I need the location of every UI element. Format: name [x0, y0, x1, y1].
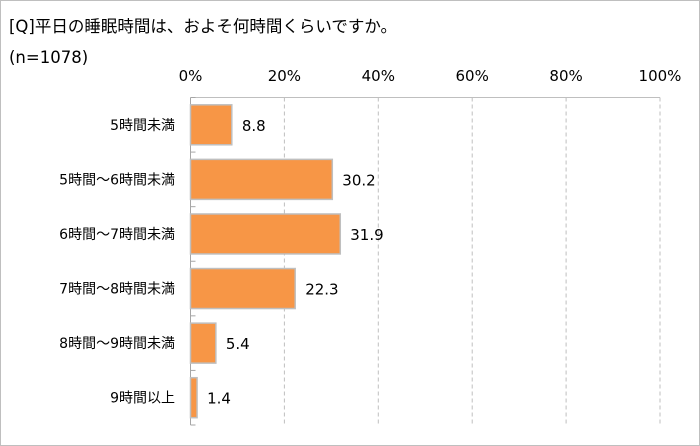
category-label: 7時間～8時間未満 [59, 282, 175, 298]
data-label: 5.4 [226, 335, 250, 353]
data-label: 30.2 [342, 171, 375, 189]
x-tick-label: 0% [179, 67, 203, 85]
category-label: 5時間未満 [110, 118, 175, 134]
x-tick-label: 40% [362, 67, 395, 85]
chart-title: [Q]平日の睡眠時間は、およそ何時間くらいですか。 [9, 17, 398, 36]
chart-subtitle: (n=1078) [9, 48, 89, 67]
data-label: 1.4 [207, 390, 231, 408]
bar [189, 104, 233, 146]
data-label: 8.8 [242, 117, 266, 135]
x-tick-label: 80% [549, 67, 582, 85]
x-tick-label: 20% [268, 67, 301, 85]
bar [189, 322, 217, 364]
category-label: 8時間～9時間未満 [59, 336, 175, 352]
bar [189, 158, 334, 201]
bar [189, 376, 198, 419]
data-label: 31.9 [350, 226, 383, 244]
x-tick-label: 100% [639, 67, 682, 85]
category-label: 9時間以上 [110, 391, 175, 407]
category-label: 6時間～7時間未満 [59, 227, 175, 243]
data-label: 22.3 [305, 281, 338, 299]
bar [189, 213, 342, 255]
x-tick-label: 60% [456, 67, 489, 85]
category-label: 5時間～6時間未満 [59, 172, 175, 188]
bar [189, 267, 296, 310]
